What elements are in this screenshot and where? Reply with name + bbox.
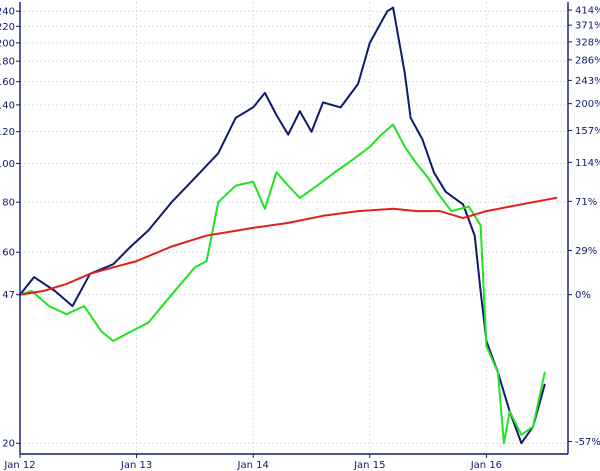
left-tick-label: 200 <box>0 38 15 49</box>
left-tick-label: 180 <box>0 57 15 68</box>
right-tick-label: 71% <box>575 197 597 208</box>
left-tick-label: 120 <box>0 127 15 138</box>
right-tick-label: 29% <box>575 246 597 257</box>
x-tick-label: Jan 12 <box>3 460 35 471</box>
x-tick-label: Jan 15 <box>353 460 385 471</box>
series-line-2 <box>19 123 546 445</box>
right-tick-label: 0% <box>575 290 591 301</box>
right-tick-label: 414% <box>575 6 600 17</box>
right-tick-label: 200% <box>575 99 600 110</box>
left-tick-label: 47 <box>2 290 15 301</box>
x-axis-ticks: Jan 12 Jan 13 Jan 14 Jan 15 Jan 16 <box>3 454 502 471</box>
plot-background <box>20 2 568 454</box>
left-tick-label: 100 <box>0 159 15 170</box>
right-tick-label: 328% <box>575 37 600 48</box>
left-tick-label: 60 <box>2 248 15 259</box>
x-tick-label: Jan 14 <box>237 460 269 471</box>
right-axis-ticks: 414% 371% 328% 286% 243% 200% 157% 114% 71% 29% 0%… <box>568 6 600 448</box>
left-axis-ticks: 240 220 200 180 160 140 120 100 80 60 47 20 <box>0 7 20 450</box>
left-tick-label: 240 <box>0 7 15 18</box>
x-tick-label: Jan 16 <box>470 460 502 471</box>
left-tick-label: 20 <box>2 439 15 450</box>
series-line-3 <box>19 196 558 296</box>
left-tick-label: 140 <box>0 100 15 111</box>
right-tick-label: 371% <box>575 21 600 32</box>
right-tick-label: 243% <box>575 76 600 87</box>
series-line-1 <box>19 6 546 445</box>
right-tick-label: 157% <box>575 126 600 137</box>
right-tick-label: -57% <box>575 437 600 448</box>
x-tick-label: Jan 13 <box>120 460 152 471</box>
right-tick-label: 114% <box>575 158 600 169</box>
left-tick-label: 80 <box>2 198 15 209</box>
price-lines <box>19 6 558 445</box>
left-tick-label: 160 <box>0 77 15 88</box>
left-tick-label: 220 <box>0 22 15 33</box>
right-tick-label: 286% <box>575 55 600 66</box>
